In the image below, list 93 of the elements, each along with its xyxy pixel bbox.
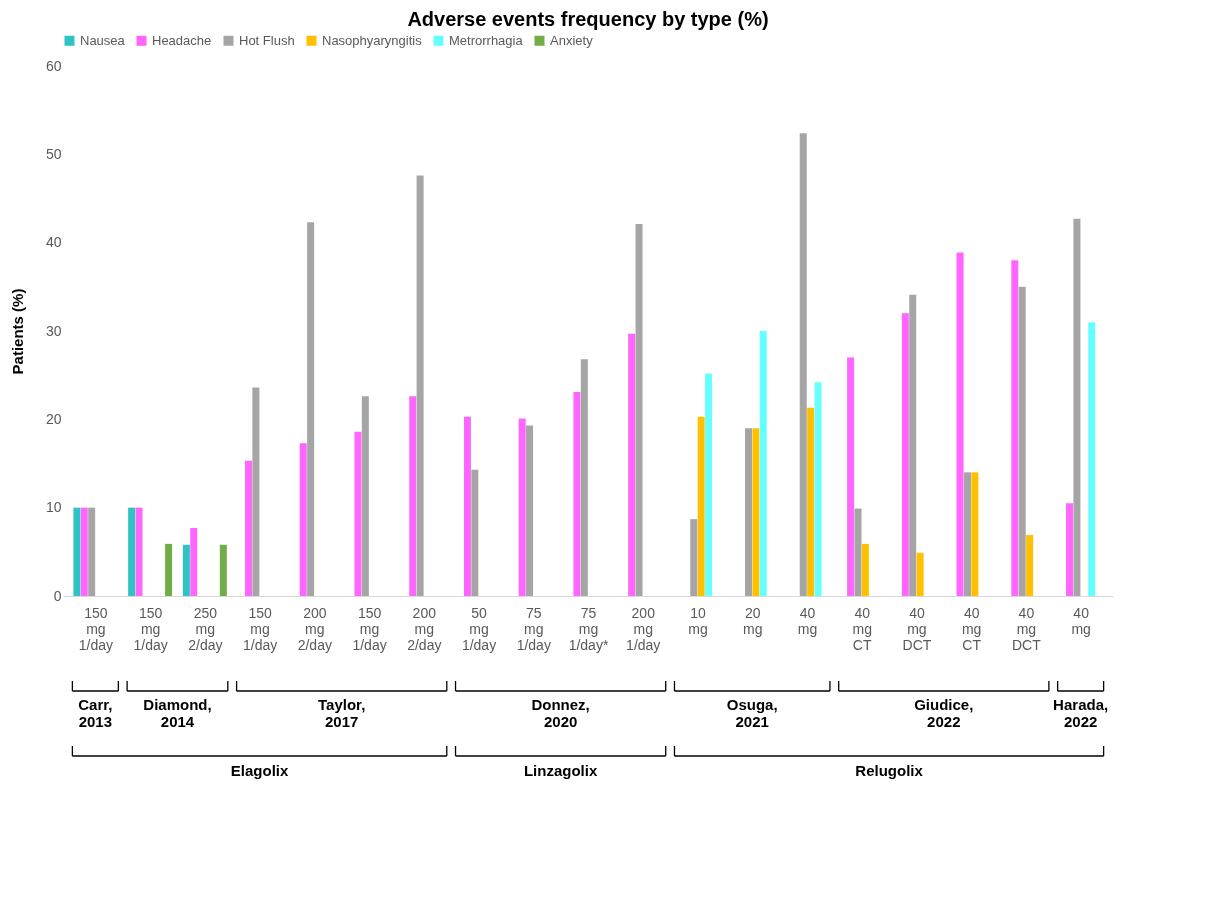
bar — [854, 508, 862, 596]
bar — [1011, 260, 1019, 596]
legend-label: Hot Flush — [239, 32, 295, 48]
bar — [1088, 322, 1096, 596]
y-tick-label: 20 — [45, 410, 62, 427]
bar — [244, 460, 252, 596]
bar — [745, 428, 753, 596]
bar — [128, 507, 136, 596]
x-tick-label: 40 mg — [797, 604, 818, 637]
bar — [463, 416, 471, 596]
legend-label: Nasophyaryngitis — [322, 32, 423, 48]
x-tick-label: 150 mg 1/day — [133, 604, 168, 653]
bar — [847, 357, 855, 596]
x-tick-label: 40 mg CT — [961, 604, 982, 653]
y-tick-label: 0 — [53, 587, 62, 604]
bar — [354, 431, 362, 596]
bar — [697, 416, 705, 596]
bar — [799, 133, 807, 596]
bar — [135, 507, 143, 596]
chart-title: Adverse events frequency by type (%) — [407, 8, 769, 30]
bar — [1026, 535, 1034, 596]
bar — [219, 544, 227, 596]
bar — [916, 552, 924, 596]
bar — [73, 507, 81, 596]
bar — [635, 224, 643, 596]
bar — [526, 425, 534, 596]
text: Linzagolix — [523, 762, 598, 779]
bar — [190, 527, 198, 596]
bar — [88, 507, 96, 596]
x-tick-label: 75 mg 1/day — [516, 604, 551, 653]
bar — [963, 472, 971, 596]
bar — [807, 407, 815, 596]
bar — [409, 396, 417, 596]
bar — [307, 222, 315, 596]
text: Osuga, 2021 — [726, 696, 778, 730]
x-tick-label: 40 mg — [1071, 604, 1091, 637]
bar — [1018, 286, 1026, 596]
x-tick-label: 150 mg 1/day — [242, 604, 278, 653]
bar — [416, 175, 424, 596]
text: Harada, 2022 — [1053, 696, 1109, 730]
bar — [80, 507, 88, 596]
text: Diamond, 2014 — [143, 696, 212, 730]
bar — [299, 443, 307, 596]
text: Donnez, 2020 — [531, 696, 590, 730]
bar — [165, 543, 173, 596]
x-tick-label: 200 mg 1/day — [626, 604, 661, 653]
y-axis-title: Patients (%) — [8, 288, 26, 375]
y-tick-label: 60 — [45, 57, 62, 74]
bar — [901, 313, 909, 596]
bar — [956, 252, 964, 596]
bar — [861, 543, 869, 596]
legend-label: Headache — [152, 32, 212, 48]
text: Elagolix — [230, 762, 289, 779]
y-tick-label: 40 — [45, 234, 62, 251]
x-tick-label: 200 mg 2/day — [407, 604, 442, 653]
bar — [252, 387, 260, 596]
text: Carr, 2013 — [78, 696, 113, 730]
bar — [580, 359, 588, 596]
text: Relugolix — [855, 762, 924, 779]
x-tick-label: 50 mg 1/day — [461, 604, 497, 653]
bar — [909, 294, 917, 596]
bar — [759, 331, 767, 596]
legend-label: Anxiety — [550, 32, 594, 48]
y-tick-label: 30 — [45, 322, 62, 339]
bar — [752, 428, 760, 596]
bar — [1073, 218, 1081, 596]
x-tick-label: 20 mg — [742, 604, 763, 637]
bar — [690, 519, 698, 596]
x-tick-label: 250 mg 2/day — [188, 604, 223, 653]
bar — [518, 418, 526, 596]
bar — [628, 333, 636, 596]
text: Giudice, 2022 — [914, 696, 974, 730]
bar — [814, 382, 822, 596]
text: Taylor, 2017 — [318, 696, 366, 730]
x-tick-label: 150 mg 1/day — [78, 604, 113, 653]
bar — [361, 396, 369, 596]
legend-label: Nausea — [80, 32, 126, 48]
x-tick-label: 200 mg 2/day — [297, 604, 332, 653]
x-tick-label: 10 mg — [688, 604, 708, 637]
bar — [182, 544, 190, 596]
bar — [1066, 503, 1074, 596]
x-tick-label: 40 mg DCT — [902, 604, 932, 653]
y-tick-label: 10 — [45, 499, 62, 516]
x-tick-label: 150 mg 1/day — [352, 604, 387, 653]
bar — [971, 472, 979, 596]
y-tick-label: 50 — [45, 145, 62, 162]
x-tick-label: 40 mg CT — [852, 604, 872, 653]
bar — [471, 469, 479, 596]
bar — [705, 373, 713, 596]
x-tick-label: 75 mg 1/day* — [568, 604, 609, 653]
bar — [573, 391, 581, 596]
legend-label: Metrorrhagia — [449, 32, 524, 48]
x-tick-label: 40 mg DCT — [1012, 604, 1042, 653]
